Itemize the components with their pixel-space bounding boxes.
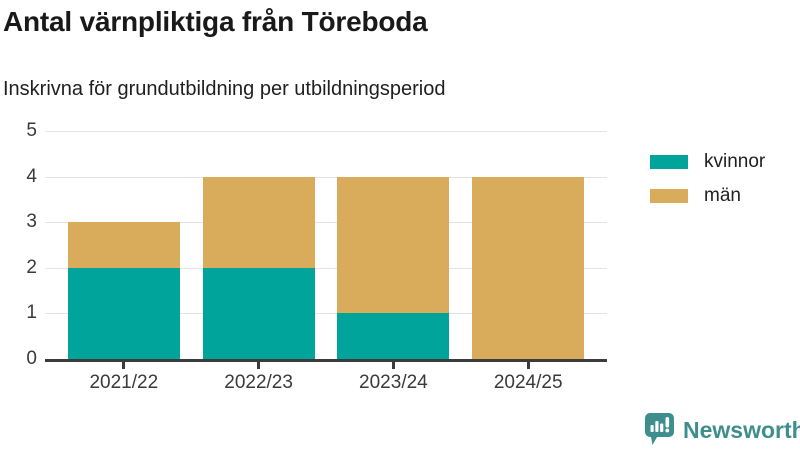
bar-segment-män-2024/25 <box>472 176 585 359</box>
gridline-y-4 <box>45 176 607 178</box>
x-tick-2024/25 <box>526 362 530 369</box>
legend-swatch-kvinnor <box>650 155 688 169</box>
legend: kvinnor män <box>650 151 765 219</box>
x-tick-2022/23 <box>257 362 261 369</box>
bars-container <box>45 131 607 359</box>
bar-segment-män-2021/22 <box>67 222 180 268</box>
gridline-y-1 <box>45 313 607 315</box>
x-tick-label-2024/25: 2024/25 <box>493 372 563 393</box>
x-axis-labels: 2021/22 2022/23 2023/24 2024/25 <box>45 362 607 394</box>
bar-segment-män-2022/23 <box>202 176 315 268</box>
bar-2023/24 <box>337 176 450 359</box>
legend-item-kvinnor: kvinnor <box>650 151 765 173</box>
legend-label-kvinnor: kvinnor <box>704 151 766 172</box>
x-tick-label-2022/23: 2022/23 <box>224 372 293 393</box>
bar-2021/22 <box>67 222 180 359</box>
chart-title: Antal värnpliktiga från Töreboda <box>3 6 428 37</box>
bar-segment-män-2023/24 <box>337 176 450 314</box>
bar-segment-kvinnor-2023/24 <box>337 313 450 359</box>
x-cell-2024/25: 2024/25 <box>472 362 584 394</box>
bar-segment-kvinnor-2021/22 <box>67 267 180 359</box>
gridline-y-5 <box>45 131 607 132</box>
bar-2024/25 <box>472 176 585 359</box>
plot-area <box>45 131 607 362</box>
y-tick-label-2: 2 <box>26 256 37 278</box>
x-cell-2021/22: 2021/22 <box>68 362 180 394</box>
newsworthy-wordmark: Newsworthy <box>683 416 800 443</box>
y-tick-label-4: 4 <box>26 165 37 187</box>
y-tick-label-1: 1 <box>26 302 37 324</box>
x-cell-2023/24: 2023/24 <box>337 362 449 394</box>
y-axis-labels: 0 1 2 3 4 5 <box>0 120 37 369</box>
legend-item-män: män <box>650 185 765 207</box>
bar-segment-kvinnor-2022/23 <box>202 267 315 359</box>
x-tick-2023/24 <box>391 362 395 369</box>
chart-subtitle: Inskrivna för grundutbildning per utbild… <box>3 78 446 100</box>
x-tick-2021/22 <box>122 362 126 369</box>
x-tick-label-2023/24: 2023/24 <box>359 372 428 393</box>
newsworthy-bar-chart-speech-bubble-icon <box>645 413 674 445</box>
y-tick-label-3: 3 <box>26 211 37 233</box>
bar-2022/23 <box>202 176 315 359</box>
legend-swatch-män <box>650 189 688 203</box>
x-tick-label-2021/22: 2021/22 <box>89 372 159 393</box>
gridline-y-2 <box>45 267 607 269</box>
y-tick-label-5: 5 <box>26 120 37 141</box>
x-cell-2022/23: 2022/23 <box>203 362 315 394</box>
legend-label-män: män <box>704 185 741 206</box>
y-tick-label-0: 0 <box>26 348 37 369</box>
gridline-y-3 <box>45 222 607 224</box>
newsworthy-logo[interactable]: Newsworthy <box>645 413 800 447</box>
